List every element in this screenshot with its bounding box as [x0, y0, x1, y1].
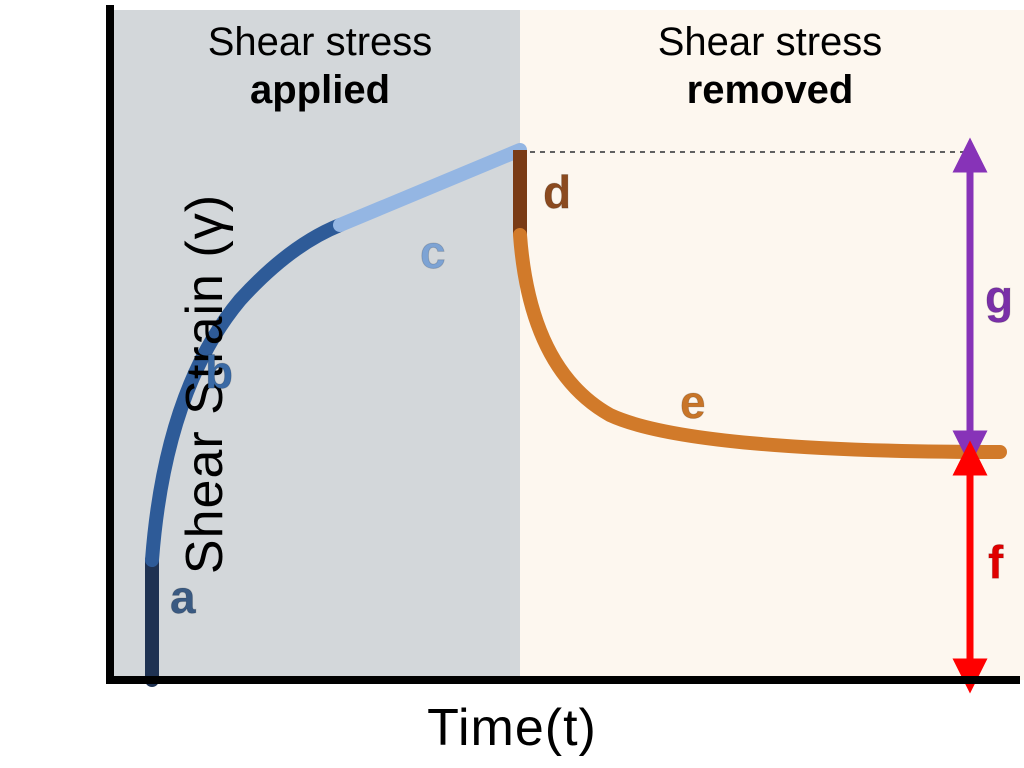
- label-e: e: [680, 375, 706, 429]
- x-axis-label: Time(t): [427, 698, 597, 758]
- region-removed-line1: Shear stress: [658, 20, 883, 64]
- label-c: c: [420, 225, 446, 279]
- label-b: b: [205, 345, 233, 399]
- region-removed-line2: removed: [687, 68, 854, 112]
- label-d: d: [543, 165, 571, 219]
- label-g: g: [985, 270, 1013, 324]
- region-applied-line1: Shear stress: [208, 20, 433, 64]
- region-applied-title: Shear stress applied: [125, 18, 515, 114]
- chart-container: Shear Strain (γ) Time(t) Shear stress ap…: [0, 0, 1024, 768]
- chart-svg: [0, 0, 1024, 768]
- label-f: f: [988, 535, 1003, 589]
- region-removed-title: Shear stress removed: [550, 18, 990, 114]
- region-applied-line2: applied: [250, 68, 390, 112]
- label-a: a: [170, 570, 196, 624]
